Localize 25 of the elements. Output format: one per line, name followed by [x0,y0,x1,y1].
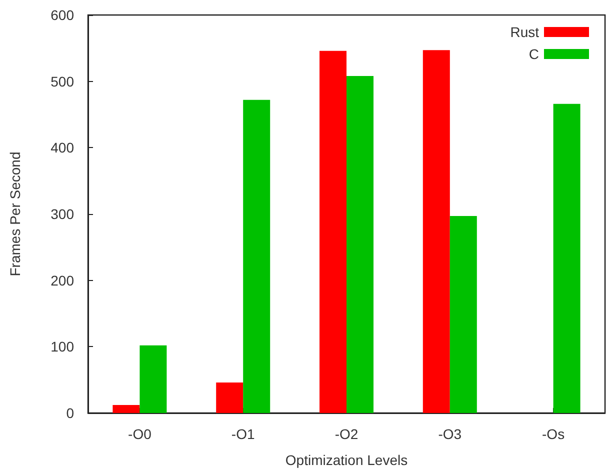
bar [422,50,450,413]
x-tick-label: -Os [542,426,565,442]
bar [320,50,346,413]
y-tick-label: 400 [50,140,74,156]
bar [112,405,140,413]
y-tick-label: 300 [50,206,74,222]
y-tick-label: 200 [50,272,74,288]
bar [140,345,167,413]
y-axis-title: Frames Per Second [7,152,23,276]
y-tick-label: 600 [50,7,74,23]
y-tick-label: 100 [50,338,74,355]
bar [553,104,580,413]
bar [450,216,477,413]
x-tick-label: -O0 [128,426,152,442]
legend-label: Rust [510,24,540,40]
x-tick-label: -O2 [334,426,358,442]
x-tick-label: -O1 [231,426,255,442]
y-tick-label: 500 [50,73,74,90]
y-tick-label: 0 [66,405,74,421]
legend-label: C [528,46,539,62]
bar [346,76,374,413]
bar [243,100,270,413]
x-tick-label: -O3 [438,426,462,442]
x-axis-title: Optimization Levels [285,452,408,468]
bar [216,382,244,413]
